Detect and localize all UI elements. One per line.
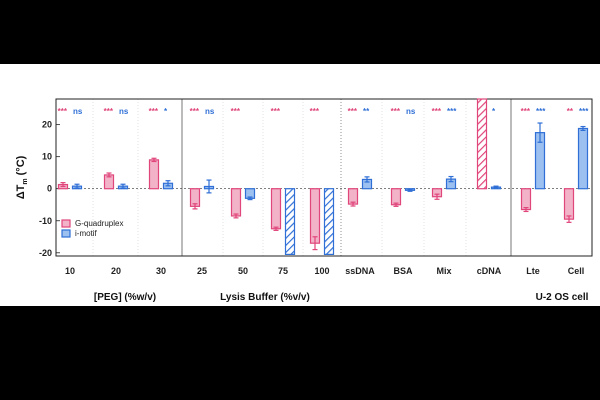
significance-label: ns	[73, 107, 83, 116]
significance-label: ***	[271, 107, 281, 116]
category-label: Cell	[568, 266, 585, 276]
vertical-separators	[92, 99, 512, 256]
legend-swatch	[61, 229, 71, 238]
significance-label: ***	[521, 107, 531, 116]
y-tick-label: 0	[47, 184, 52, 194]
significance-label: **	[567, 107, 574, 116]
bar	[520, 188, 532, 211]
significance-label: **	[363, 107, 370, 116]
significance-label: ***	[447, 107, 457, 116]
significance-label: ***	[391, 107, 401, 116]
significance-label: *	[164, 107, 168, 116]
bar	[390, 188, 402, 206]
y-tick-label: -20	[39, 248, 52, 258]
y-tick-label: 10	[42, 152, 52, 162]
bar	[323, 188, 335, 255]
bar	[284, 188, 296, 255]
legend-label: i-motif	[75, 229, 98, 238]
category-label: BSA	[393, 266, 413, 276]
bar	[577, 127, 589, 190]
significance-label: ns	[205, 107, 215, 116]
significance-label: ns	[119, 107, 129, 116]
category-label: Lte	[526, 266, 540, 276]
significance-label: ***	[348, 107, 358, 116]
group-label: [PEG] (%w/v)	[94, 292, 156, 303]
y-axis-label: ΔTm (°C)	[15, 155, 29, 199]
bars	[57, 98, 589, 255]
labels: *** *** *** *** *** *** *** *** *** *** *** **ns ns *…	[58, 107, 590, 303]
legend-swatch	[61, 219, 71, 228]
bar	[270, 188, 282, 230]
group-label: Lysis Buffer (%v/v)	[220, 292, 310, 303]
significance-label: ***	[58, 107, 68, 116]
chart-panel	[0, 64, 600, 306]
group-label: U-2 OS cell	[536, 292, 589, 303]
category-label: 75	[278, 266, 288, 276]
axes: -20 -10 0 10 20 ΔTm (°C)	[15, 98, 593, 258]
significance-label: ***	[231, 107, 241, 116]
significance-label: ***	[432, 107, 442, 116]
category-label: Mix	[436, 266, 451, 276]
significance-label: ***	[190, 107, 200, 116]
category-label: cDNA	[477, 266, 502, 276]
legend-label: G-quadruplex	[75, 219, 123, 228]
category-label: 100	[314, 266, 329, 276]
bar	[309, 188, 321, 244]
bar	[476, 98, 488, 190]
y-tick-label: -10	[39, 216, 52, 226]
bar	[148, 159, 160, 190]
y-tick-label: 20	[42, 120, 52, 130]
category-label: 50	[238, 266, 248, 276]
significance-label: ***	[149, 107, 159, 116]
significance-label: *	[492, 107, 496, 116]
category-label: 20	[111, 266, 121, 276]
plot-frame	[55, 98, 593, 257]
category-label: 25	[197, 266, 207, 276]
bar	[563, 188, 575, 220]
significance-label: ***	[579, 107, 589, 116]
category-label: ssDNA	[345, 266, 375, 276]
category-label: 10	[65, 266, 75, 276]
significance-label: ns	[406, 107, 416, 116]
significance-label: ***	[536, 107, 546, 116]
category-label: 30	[156, 266, 166, 276]
significance-label: ***	[104, 107, 114, 116]
bar	[230, 188, 242, 217]
significance-label: ***	[310, 107, 320, 116]
